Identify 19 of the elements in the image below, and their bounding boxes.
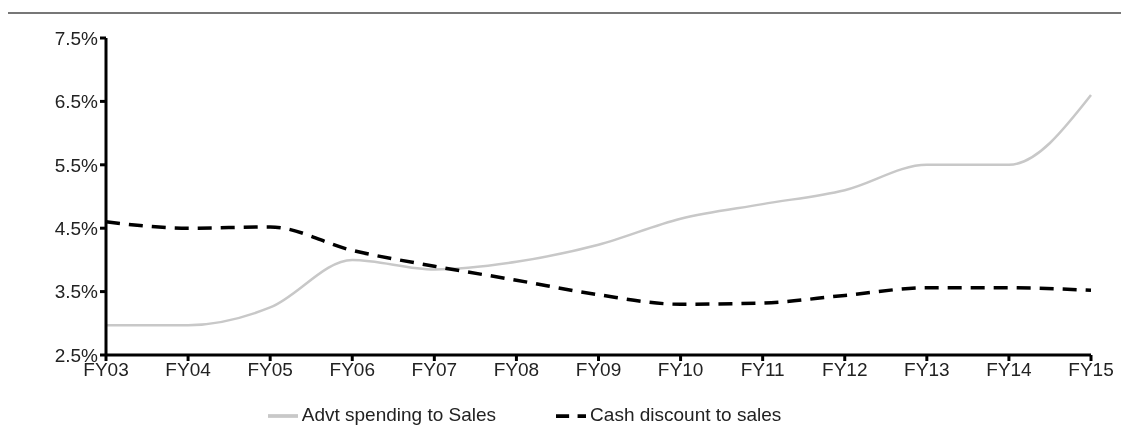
- y-tick-label: 5.5%: [54, 154, 99, 176]
- x-tick-label: FY07: [411, 359, 458, 381]
- legend-label: Cash discount to sales: [590, 404, 782, 426]
- x-tick-label: FY08: [493, 359, 540, 381]
- x-tick-label: FY09: [575, 359, 622, 381]
- x-tick-label: FY04: [165, 359, 212, 381]
- y-tick-label: 3.5%: [54, 281, 99, 303]
- legend-label: Advt spending to Sales: [301, 404, 497, 426]
- y-tick-label: 4.5%: [54, 217, 99, 239]
- x-tick-label: FY14: [986, 359, 1033, 381]
- y-tick-label: 7.5%: [54, 27, 99, 49]
- x-tick-label: FY13: [904, 359, 950, 381]
- x-tick-label: FY05: [247, 359, 293, 381]
- x-tick-label: FY06: [329, 359, 375, 381]
- y-tick-label: 6.5%: [54, 91, 99, 113]
- x-tick-label: FY11: [740, 359, 785, 381]
- x-tick-label: FY12: [822, 359, 868, 381]
- x-tick-label: FY15: [1068, 359, 1114, 381]
- x-tick-label: FY10: [657, 359, 704, 381]
